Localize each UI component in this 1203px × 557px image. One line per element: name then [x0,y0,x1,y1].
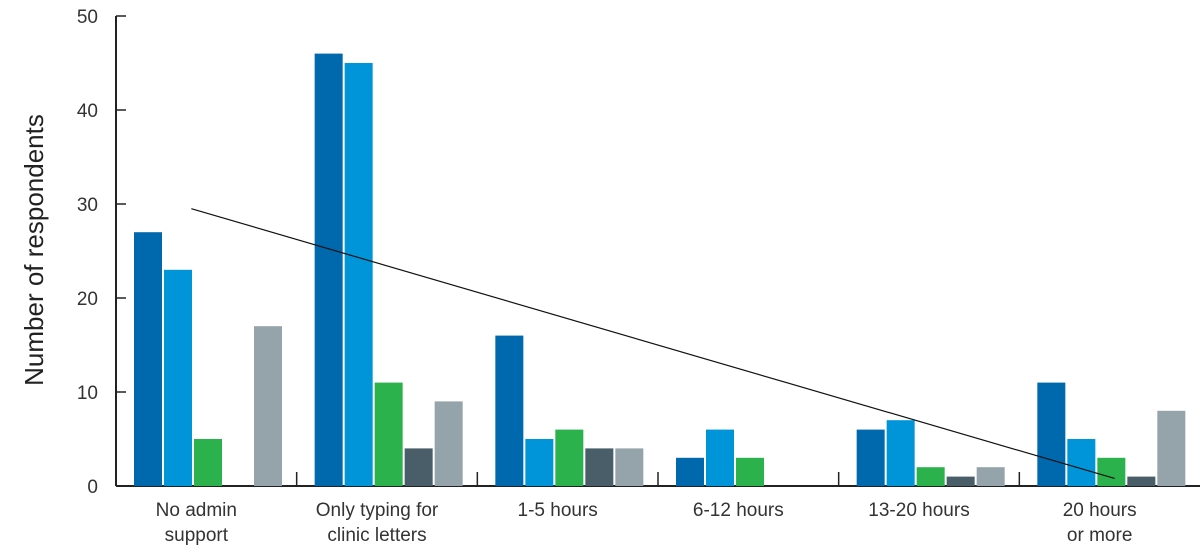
category-label: support [165,525,229,546]
category-label: 13-20 hours [868,500,969,521]
axes [115,16,1200,487]
bar [946,476,975,486]
bar [164,269,192,486]
trendline-group [191,208,1115,480]
bar [495,335,524,486]
bar [1037,382,1066,486]
bar [976,467,1005,486]
bar [374,382,403,486]
x-axis-categories: No admin support Only typing for clinic let… [156,500,1137,546]
bar [1127,476,1156,486]
bar [314,53,343,486]
bar [134,232,162,486]
bars [134,53,1186,486]
category-label: or more [1067,525,1132,546]
bar [916,467,945,486]
bar [736,457,764,486]
y-axis-title: Number of respondents [19,114,49,386]
category-label: clinic letters [327,525,426,546]
y-tick-label: 10 [77,383,98,404]
bar [194,439,222,486]
category-label: Only typing for [316,500,439,521]
y-tick-label: 0 [87,477,98,498]
y-axis-ticks: 0 10 20 30 40 50 [77,7,126,498]
bar [1157,410,1186,486]
bar [1067,439,1096,486]
bar [434,401,463,486]
category-label: No admin [156,500,237,521]
bar [706,429,734,486]
category-label: 6-12 hours [693,500,784,521]
y-tick-label: 30 [77,195,98,216]
category-label: 1-5 hours [518,500,598,521]
bar [555,429,584,486]
bar [856,429,885,486]
bar [1097,457,1126,486]
bar [525,439,554,486]
bar [886,420,915,486]
y-tick-label: 40 [77,101,98,122]
y-tick-label: 20 [77,289,98,310]
category-label: 20 hours [1063,500,1137,521]
y-tick-label: 50 [77,7,98,28]
bar [676,457,704,486]
trendline [191,208,1115,480]
bar [254,326,282,486]
bar [404,448,433,486]
bar [615,448,644,486]
bar [585,448,614,486]
bar [344,63,373,486]
